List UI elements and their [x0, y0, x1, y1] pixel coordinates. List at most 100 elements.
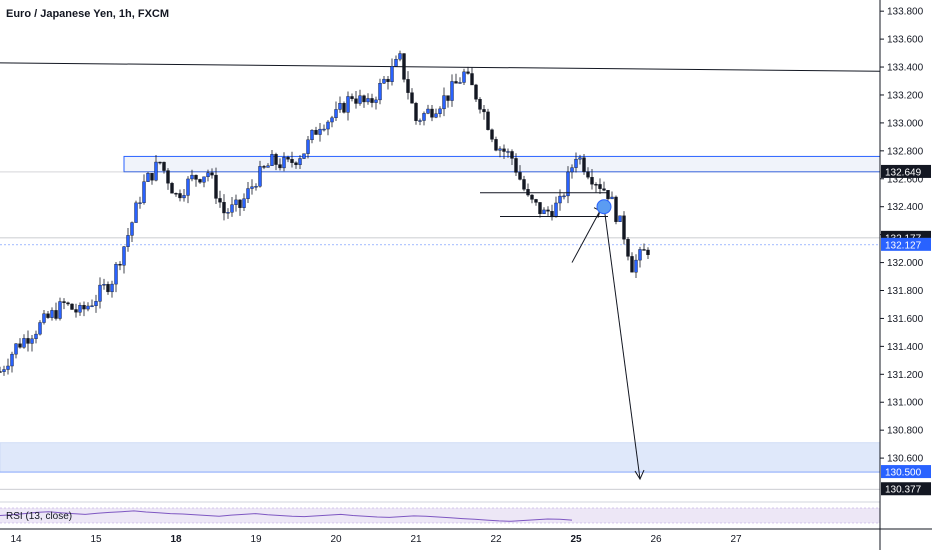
candle-body: [582, 157, 586, 172]
price-tick-label: 133.000: [887, 118, 924, 129]
candle: [86, 302, 90, 312]
date-tick-label: 19: [250, 534, 262, 545]
candle: [330, 115, 334, 128]
candle-body: [522, 179, 526, 190]
candle: [210, 168, 214, 179]
price-tick-label: 132.400: [887, 202, 924, 213]
candle-body: [470, 73, 474, 86]
candles-layer: [0, 50, 650, 376]
candle-body: [14, 343, 18, 355]
candle-body: [442, 95, 446, 110]
candle-body: [462, 71, 466, 83]
rsi-band: [0, 508, 880, 523]
candle: [2, 365, 6, 376]
candle: [510, 149, 514, 165]
candle: [554, 196, 558, 218]
candle-body: [618, 215, 622, 222]
candle-body: [62, 301, 66, 303]
candle: [0, 366, 2, 373]
candle: [130, 221, 134, 243]
candle-body: [166, 170, 170, 184]
candle-body: [130, 222, 134, 236]
candle: [478, 97, 482, 114]
candle-body: [642, 249, 646, 251]
candle: [442, 87, 446, 117]
candle-body: [158, 161, 162, 164]
candle: [142, 174, 146, 205]
price-tick-label: 130.800: [887, 426, 924, 437]
candle-body: [182, 195, 186, 199]
candle-body: [214, 174, 218, 199]
candle-body: [210, 172, 214, 176]
zones-layer: [0, 155, 881, 473]
candle-body: [506, 151, 510, 153]
candle: [206, 169, 210, 182]
candle: [430, 104, 434, 122]
candle: [182, 189, 186, 202]
lines-layer: [0, 62, 881, 490]
candle: [434, 108, 438, 119]
supply-zone[interactable]: [123, 155, 881, 173]
candle: [90, 299, 94, 308]
projection-handle-icon[interactable]: [596, 199, 612, 215]
candle-body: [322, 128, 326, 131]
candle-body: [274, 154, 278, 165]
candle: [590, 169, 594, 190]
projection-up-line[interactable]: [571, 210, 601, 263]
candle-body: [282, 157, 286, 169]
date-tick-label: 21: [410, 534, 422, 545]
candle: [462, 68, 466, 85]
candle-body: [270, 154, 274, 166]
candle: [598, 178, 602, 195]
candle-body: [558, 195, 562, 204]
candle: [454, 73, 458, 84]
candle: [378, 78, 382, 105]
candle-body: [318, 128, 322, 135]
candle-body: [394, 58, 398, 67]
candle-body: [90, 305, 94, 307]
candle: [542, 207, 546, 215]
candle-body: [34, 333, 38, 339]
candle: [402, 53, 406, 83]
candle: [14, 343, 18, 359]
candle-body: [362, 95, 366, 103]
candle-body: [474, 84, 478, 100]
candle-body: [250, 186, 254, 189]
date-tick-label: 14: [10, 534, 22, 545]
candle-body: [262, 166, 266, 168]
candle: [526, 183, 530, 197]
candle: [74, 303, 78, 318]
candle: [114, 261, 118, 293]
candle: [394, 55, 398, 67]
candle-body: [146, 173, 150, 182]
candle-body: [202, 176, 206, 183]
candle: [134, 200, 138, 223]
candle: [386, 75, 390, 90]
price-badge-label: 132.127: [885, 240, 922, 251]
date-tick-label: 25: [570, 534, 582, 545]
candle: [358, 89, 362, 106]
candle: [506, 148, 510, 158]
resistance-line[interactable]: [0, 62, 881, 72]
rsi-label: RSI (13, close): [6, 511, 72, 522]
candle-body: [314, 129, 318, 135]
candle: [294, 161, 298, 169]
candle: [158, 161, 162, 165]
candle: [318, 123, 322, 142]
candle: [10, 351, 14, 373]
candle: [426, 104, 430, 115]
candle: [154, 154, 158, 182]
candle: [622, 211, 626, 245]
candle: [258, 160, 262, 188]
projection-down-line[interactable]: [603, 206, 641, 480]
candle-body: [178, 193, 182, 199]
candle-body: [102, 284, 106, 286]
candle: [278, 158, 282, 171]
candle-body: [78, 305, 82, 313]
candle-body: [386, 78, 390, 82]
candle: [486, 108, 490, 131]
candle-body: [438, 108, 442, 114]
candle-body: [554, 202, 558, 218]
candle-body: [242, 198, 246, 208]
